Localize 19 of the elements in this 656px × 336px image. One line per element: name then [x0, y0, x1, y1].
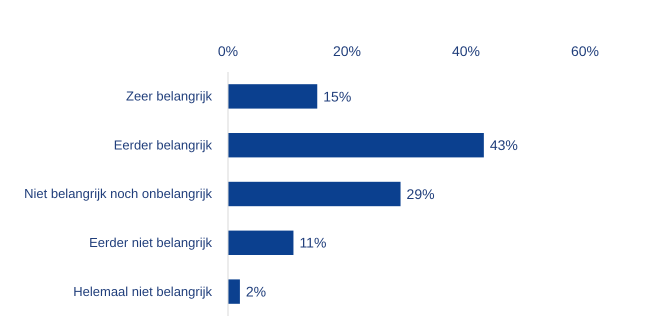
data-label: 2% [246, 284, 266, 300]
y-tick-label: Eerder niet belangrijk [89, 234, 212, 250]
bar [228, 182, 401, 206]
data-label: 29% [406, 186, 435, 202]
bar [228, 279, 240, 304]
data-label: 43% [490, 137, 518, 154]
bar [228, 230, 294, 255]
x-tick-label: 60% [570, 43, 600, 59]
y-tick-label: Niet belangrijk noch onbelangrijk [24, 186, 212, 202]
y-tick-label: Zeer belangrijk [126, 88, 212, 104]
data-label: 11% [299, 234, 326, 251]
y-tick-label: Helemaal niet belangrijk [73, 284, 212, 299]
bar [228, 133, 484, 158]
x-tick-label: 0% [218, 43, 238, 59]
x-tick-label: 20% [332, 43, 362, 59]
bar [228, 84, 318, 109]
y-tick-label: Eerder belangrijk [114, 137, 212, 152]
data-label: 15% [323, 88, 352, 104]
x-tick-label: 40% [452, 43, 480, 59]
